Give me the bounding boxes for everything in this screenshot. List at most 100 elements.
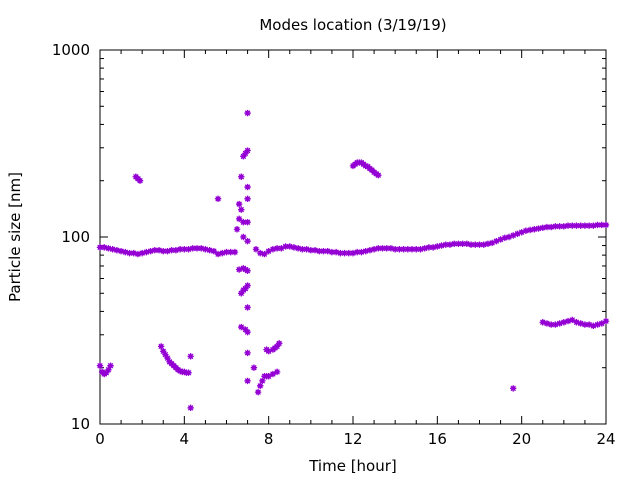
data-point xyxy=(257,382,264,390)
data-point xyxy=(396,246,403,253)
y-axis-label: Particle size [nm] xyxy=(6,172,24,302)
data-point xyxy=(379,245,386,252)
data-point xyxy=(96,362,104,369)
y-tick-label: 100 xyxy=(61,228,90,246)
data-point xyxy=(556,223,563,230)
data-point xyxy=(136,177,144,184)
data-point xyxy=(240,218,247,226)
data-point xyxy=(176,246,184,253)
data-point xyxy=(510,385,517,392)
data-point xyxy=(564,222,572,229)
data-point xyxy=(581,222,589,229)
x-tick-label: 20 xyxy=(512,430,531,448)
data-point xyxy=(408,246,416,253)
data-point xyxy=(96,244,104,251)
data-point xyxy=(238,323,245,331)
data-point xyxy=(238,206,245,213)
data-point xyxy=(413,246,420,253)
data-point xyxy=(276,340,283,347)
x-tick-label: 12 xyxy=(343,430,362,448)
data-point xyxy=(164,354,171,362)
data-point xyxy=(189,245,196,252)
data-point xyxy=(244,109,251,117)
y-tick-label: 10 xyxy=(71,415,90,433)
data-point xyxy=(265,247,272,255)
data-point xyxy=(244,267,251,274)
data-point xyxy=(598,320,605,327)
data-point xyxy=(187,353,194,360)
data-point xyxy=(345,249,352,257)
data-point xyxy=(273,368,281,376)
data-point xyxy=(459,240,466,247)
data-point xyxy=(273,343,281,350)
data-point xyxy=(244,304,251,311)
data-point xyxy=(337,249,344,257)
data-point xyxy=(476,241,483,248)
data-point xyxy=(404,246,412,253)
data-point xyxy=(151,246,159,254)
data-point xyxy=(299,246,306,253)
data-point xyxy=(238,173,245,180)
data-point xyxy=(316,247,323,255)
data-point xyxy=(569,222,576,229)
data-point xyxy=(282,243,289,250)
x-tick-label: 8 xyxy=(264,430,274,448)
data-point xyxy=(160,247,167,255)
data-point xyxy=(231,248,239,256)
data-point xyxy=(235,215,243,223)
data-point xyxy=(307,246,315,254)
data-point xyxy=(391,246,399,253)
x-tick-label: 4 xyxy=(180,430,190,448)
data-point xyxy=(278,245,285,252)
data-point xyxy=(602,221,610,229)
data-point xyxy=(261,250,268,258)
data-point xyxy=(244,183,251,191)
data-point xyxy=(244,147,251,154)
data-point xyxy=(223,248,230,256)
chart-title: Modes location (3/19/19) xyxy=(259,16,446,34)
data-point xyxy=(168,246,175,254)
data-point xyxy=(273,245,281,252)
data-point xyxy=(254,388,262,396)
data-point xyxy=(328,248,336,256)
data-point xyxy=(451,240,458,247)
data-point xyxy=(543,223,551,231)
data-point xyxy=(547,321,555,328)
data-point xyxy=(227,248,234,256)
data-point xyxy=(244,218,251,226)
data-point xyxy=(244,237,251,245)
data-point xyxy=(320,247,327,255)
x-axis-label: Time [hour] xyxy=(308,457,397,475)
data-point xyxy=(569,316,576,324)
x-tick-label: 0 xyxy=(95,430,105,448)
data-point xyxy=(455,240,462,247)
data-point xyxy=(354,248,361,256)
data-point xyxy=(233,226,241,233)
data-point xyxy=(157,343,165,350)
data-point xyxy=(126,249,133,257)
x-tick-label: 16 xyxy=(428,430,447,448)
data-point xyxy=(162,351,169,358)
data-point xyxy=(181,246,188,253)
data-point xyxy=(244,328,251,336)
data-point xyxy=(252,246,260,253)
data-point xyxy=(400,246,407,253)
data-point xyxy=(244,282,251,289)
data-point xyxy=(259,377,266,385)
data-point xyxy=(107,362,114,369)
data-point xyxy=(585,222,593,229)
data-point xyxy=(240,233,247,241)
x-tick-label: 24 xyxy=(596,430,615,448)
data-point xyxy=(244,377,251,385)
data-point xyxy=(244,195,251,203)
data-point xyxy=(602,317,610,325)
data-point xyxy=(160,348,167,355)
data-point xyxy=(214,195,222,203)
data-point xyxy=(375,245,382,252)
data-point xyxy=(193,245,201,252)
data-points xyxy=(96,109,610,412)
data-point xyxy=(594,221,601,229)
data-point xyxy=(210,247,218,255)
data-point xyxy=(442,241,449,248)
